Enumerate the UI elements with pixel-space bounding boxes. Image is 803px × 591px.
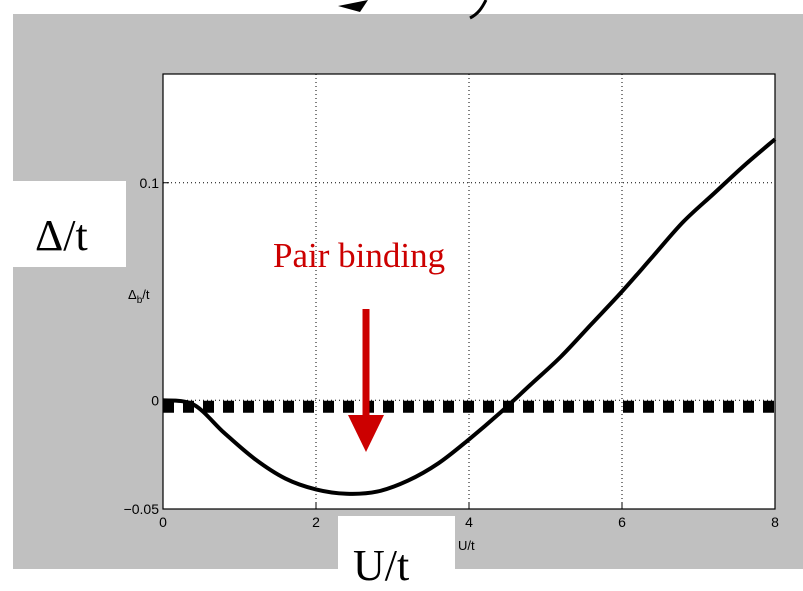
y-tick-label: −0.05 [124,501,160,517]
series-line-solid [162,137,777,496]
y-tick-labels: −0.05 0 0.1 [124,175,169,517]
x-tick-label: 6 [618,514,626,530]
x-overlay-label: U/t [353,541,409,590]
x-tick-label: 2 [312,514,320,530]
y-tick-label: 0 [151,392,159,408]
y-tick-label: 0.1 [140,175,160,191]
x-axis-label: U/t [458,538,475,553]
pair-binding-annotation: Pair binding [273,236,445,275]
x-tick-label: 8 [771,514,779,530]
down-arrow-icon [348,309,384,452]
cropped-header-graphic [338,0,488,20]
x-tick-label: 4 [465,514,473,530]
y-overlay-box [3,181,126,267]
y-axis-label: Δb/t [128,287,150,306]
x-overlay-box [338,516,455,591]
x-tick-label: 0 [159,514,167,530]
plot-area [162,73,776,510]
grid-lines [163,74,775,509]
x-tick-labels: 0 2 4 6 8 [159,503,779,530]
series-layer [162,137,777,496]
y-overlay-label: Δ/t [35,211,88,260]
